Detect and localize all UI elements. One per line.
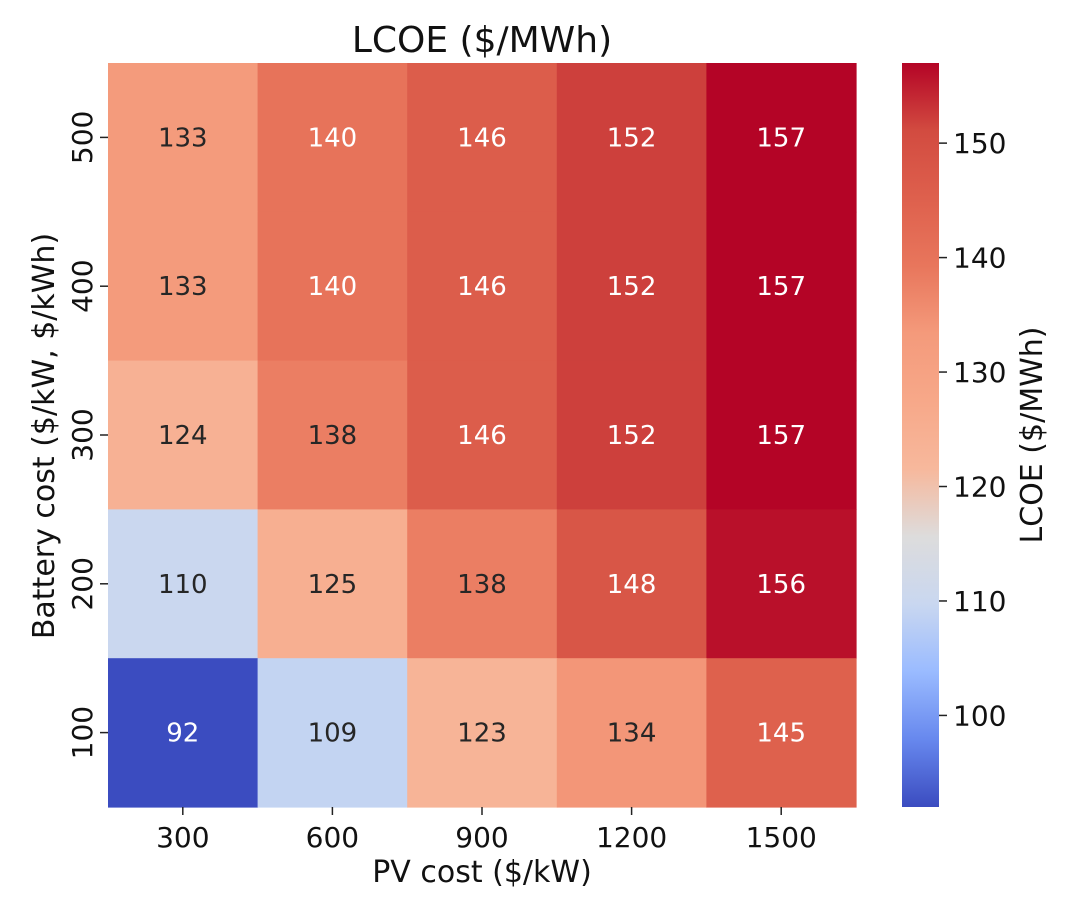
heatmap-cell-r3-c0 xyxy=(108,509,259,659)
cell-value-label: 156 xyxy=(756,570,806,600)
cell-value-label: 148 xyxy=(607,570,657,600)
colorbar-tick-label: 150 xyxy=(953,127,1006,160)
cell-value-label: 140 xyxy=(308,123,358,153)
heatmap-cell-labels: 133 140 146 152 157 133 140 146 152 157 124 138 146 1… xyxy=(158,123,806,748)
cell-value-label: 146 xyxy=(457,123,507,153)
heatmap-cell-r3-c3 xyxy=(556,509,707,659)
x-tick-label: 1200 xyxy=(596,821,667,854)
heatmap-cell-r0-c1 xyxy=(257,63,408,213)
cell-value-label: 125 xyxy=(308,570,358,600)
cell-value-label: 134 xyxy=(607,719,657,749)
x-axis-label: PV cost ($/kW) xyxy=(372,855,592,890)
cell-value-label: 157 xyxy=(756,272,806,302)
y-tick-label: 400 xyxy=(66,259,99,312)
heatmap-cell-r2-c0 xyxy=(108,360,259,510)
heatmap-cell-r2-c4 xyxy=(706,360,857,510)
cell-value-label: 92 xyxy=(166,719,199,749)
heatmap-cell-r4-c1 xyxy=(257,658,408,808)
y-tick-label: 200 xyxy=(66,557,99,610)
heatmap-cell-r3-c2 xyxy=(407,509,558,659)
x-tick-label: 600 xyxy=(306,821,359,854)
cell-value-label: 133 xyxy=(158,272,208,302)
colorbar-gradient xyxy=(902,63,939,807)
heatmap-cell-r1-c4 xyxy=(706,211,857,362)
cell-value-label: 146 xyxy=(457,421,507,451)
cell-value-label: 138 xyxy=(308,421,358,451)
cell-value-label: 157 xyxy=(756,123,806,153)
heatmap-cell-r1-c2 xyxy=(407,211,558,362)
cell-value-label: 152 xyxy=(607,123,657,153)
x-tick-label: 1500 xyxy=(746,821,817,854)
heatmap-cell-r2-c3 xyxy=(556,360,707,510)
cell-value-label: 110 xyxy=(158,570,208,600)
heatmap-cell-r3-c4 xyxy=(706,509,857,659)
heatmap-cell-r2-c2 xyxy=(407,360,558,510)
x-tick-label: 300 xyxy=(156,821,209,854)
cell-value-label: 152 xyxy=(607,272,657,302)
cell-value-label: 133 xyxy=(158,123,208,153)
heatmap-cell-r3-c1 xyxy=(257,509,408,659)
x-axis: 300 600 900 1200 1500 xyxy=(156,807,817,854)
heatmap-cell-r1-c0 xyxy=(108,211,259,362)
heatmap-cell-r1-c1 xyxy=(257,211,408,362)
colorbar-tick-label: 120 xyxy=(953,471,1006,504)
colorbar-tick-label: 140 xyxy=(953,242,1006,275)
cell-value-label: 140 xyxy=(308,272,358,302)
heatmap-cell-r2-c1 xyxy=(257,360,408,510)
cell-value-label: 146 xyxy=(457,272,507,302)
heatmap-cell-r0-c0 xyxy=(108,63,259,213)
cell-value-label: 152 xyxy=(607,421,657,451)
cell-value-label: 157 xyxy=(756,421,806,451)
heatmap-cell-r4-c3 xyxy=(556,658,707,808)
y-tick-label: 300 xyxy=(66,408,99,461)
y-axis: 500 400 300 200 100 xyxy=(66,111,108,759)
chart-title: LCOE ($/MWh) xyxy=(352,20,612,61)
y-tick-label: 500 xyxy=(66,111,99,164)
cell-value-label: 109 xyxy=(308,719,358,749)
heatmap-cell-r1-c3 xyxy=(556,211,707,362)
colorbar-tick-label: 110 xyxy=(953,585,1006,618)
y-axis-label: Battery cost ($/kW, $/kWh) xyxy=(27,233,62,639)
heatmap-cell-r4-c2 xyxy=(407,658,558,808)
heatmap-cell-r0-c2 xyxy=(407,63,558,213)
cell-value-label: 145 xyxy=(756,719,806,749)
cell-value-label: 138 xyxy=(457,570,507,600)
heatmap-cell-r4-c4 xyxy=(706,658,857,808)
colorbar-ticks: 100 110 120 130 140 150 xyxy=(939,127,1006,732)
heatmap-cell-r4-c0 xyxy=(108,658,259,808)
colorbar-label: LCOE ($/MWh) xyxy=(1015,327,1050,544)
heatmap-cell-r0-c4 xyxy=(706,63,857,213)
colorbar: 100 110 120 130 140 150 xyxy=(902,63,1006,807)
cell-value-label: 123 xyxy=(457,719,507,749)
heatmap-cells xyxy=(108,63,857,808)
y-tick-label: 100 xyxy=(66,706,99,759)
colorbar-tick-label: 130 xyxy=(953,356,1006,389)
x-tick-label: 900 xyxy=(455,821,508,854)
heatmap-cell-r0-c3 xyxy=(556,63,707,213)
colorbar-tick-label: 100 xyxy=(953,699,1006,732)
cell-value-label: 124 xyxy=(158,421,208,451)
